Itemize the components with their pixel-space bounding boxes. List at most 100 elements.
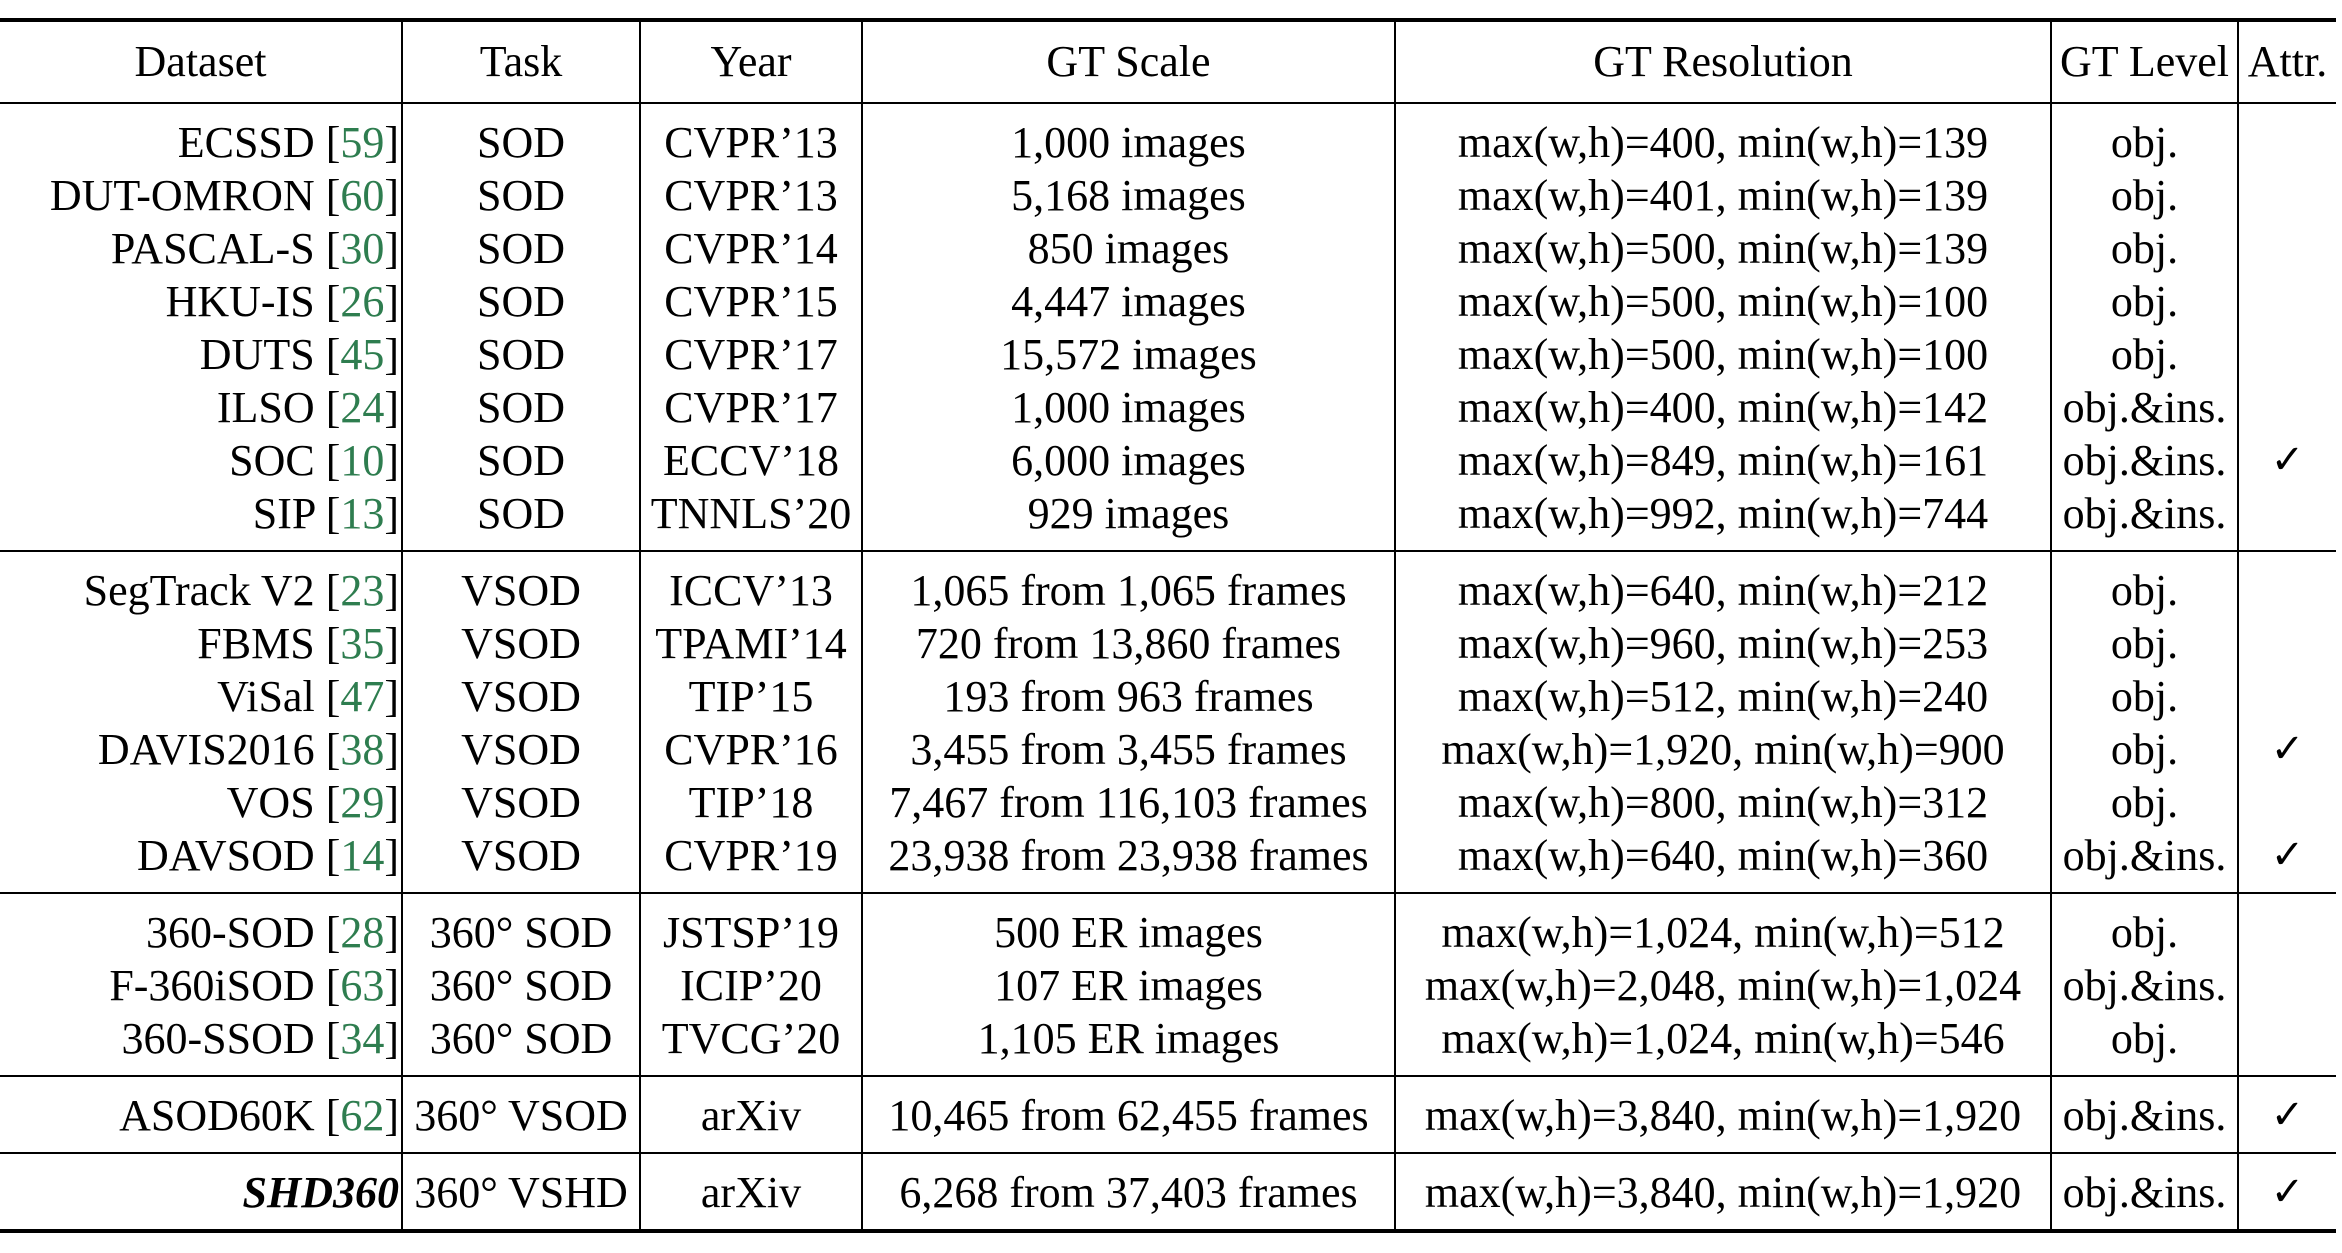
dataset-name: PASCAL-S: [110, 224, 315, 273]
cell-year: JSTSP’19: [639, 893, 862, 959]
cell-task: 360° SOD: [401, 959, 640, 1012]
checkmark-icon: ✓: [2237, 1076, 2336, 1153]
cell-gt-resolution: max(w,h)=3,840, min(w,h)=1,920: [1394, 1153, 2051, 1231]
cell-gt-level: obj.: [2050, 328, 2238, 381]
citation-link[interactable]: 24: [340, 383, 385, 432]
citation-link[interactable]: 47: [340, 672, 385, 721]
cell-year: TPAMI’14: [639, 617, 862, 670]
cell-year: TNNLS’20: [639, 487, 862, 551]
cell-gt-resolution: max(w,h)=1,024, min(w,h)=546: [1394, 1012, 2051, 1076]
citation-link[interactable]: 35: [340, 619, 385, 668]
dataset-name: ECSSD: [177, 118, 315, 167]
citation-link[interactable]: 59: [340, 118, 385, 167]
dataset-name: FBMS: [197, 619, 315, 668]
cell-task: SOD: [401, 222, 640, 275]
cell-task: SOD: [401, 487, 640, 551]
cell-task: SOD: [401, 275, 640, 328]
table-row: DAVSOD [14] VSOD CVPR’19 23,938 from 23,938…: [0, 829, 2336, 893]
cell-gt-level: obj.: [2050, 670, 2238, 723]
cell-task: 360° VSOD: [401, 1076, 640, 1153]
cell-gt-scale: 5,168 images: [861, 169, 1395, 222]
cell-gt-level: obj.&ins.: [2050, 434, 2238, 487]
citation-link[interactable]: 29: [340, 778, 385, 827]
header-dataset: Dataset: [134, 37, 267, 86]
cell-dataset: VOS [29]: [226, 778, 399, 827]
cell-dataset: ViSal [47]: [217, 672, 399, 721]
cell-gt-scale: 107 ER images: [861, 959, 1395, 1012]
cell-gt-resolution: max(w,h)=800, min(w,h)=312: [1394, 776, 2051, 829]
cell-gt-scale: 10,465 from 62,455 frames: [861, 1076, 1395, 1153]
cell-gt-level: obj.: [2050, 222, 2238, 275]
cell-gt-resolution: max(w,h)=3,840, min(w,h)=1,920: [1394, 1076, 2051, 1153]
dataset-name: ILSO: [216, 383, 315, 432]
cell-gt-scale: 720 from 13,860 frames: [861, 617, 1395, 670]
cell-gt-resolution: max(w,h)=640, min(w,h)=360: [1394, 829, 2051, 893]
cell-attr: [2237, 328, 2336, 381]
cell-gt-level: obj.: [2050, 723, 2238, 776]
cell-year: CVPR’13: [639, 103, 862, 169]
cell-dataset: SegTrack V2 [23]: [83, 566, 399, 615]
cell-year: TIP’15: [639, 670, 862, 723]
dataset-name: DAVSOD: [137, 831, 315, 880]
header-gt-scale: GT Scale: [861, 20, 1395, 103]
table-row: 360-SSOD [34] 360° SOD TVCG’20 1,105 ER ima…: [0, 1012, 2336, 1076]
cell-gt-level: obj.&ins.: [2050, 381, 2238, 434]
header-year: Year: [639, 20, 862, 103]
cell-dataset: SHD360: [0, 1153, 402, 1231]
cell-task: 360° SOD: [401, 1012, 640, 1076]
citation-link[interactable]: 62: [340, 1091, 385, 1140]
citation-link[interactable]: 60: [340, 171, 385, 220]
cell-year: TIP’18: [639, 776, 862, 829]
citation-link[interactable]: 10: [340, 436, 385, 485]
citation-link[interactable]: 13: [340, 489, 385, 538]
cell-dataset: FBMS [35]: [197, 619, 399, 668]
cell-task: SOD: [401, 434, 640, 487]
table-row: ViSal [47] VSOD TIP’15 193 from 963 frames m…: [0, 670, 2336, 723]
dataset-name: DUTS: [199, 330, 315, 379]
dataset-name: SegTrack V2: [83, 566, 315, 615]
cell-gt-scale: 1,105 ER images: [861, 1012, 1395, 1076]
cell-dataset: PASCAL-S [30]: [110, 224, 399, 273]
cell-gt-resolution: max(w,h)=500, min(w,h)=100: [1394, 328, 2051, 381]
dataset-name: ViSal: [217, 672, 315, 721]
cell-gt-level: obj.: [2050, 1012, 2238, 1076]
cell-dataset: 360-SSOD [34]: [121, 1014, 399, 1063]
cell-gt-scale: 4,447 images: [861, 275, 1395, 328]
cell-dataset: DUTS [45]: [199, 330, 399, 379]
cell-task: VSOD: [401, 670, 640, 723]
cell-gt-resolution: max(w,h)=400, min(w,h)=139: [1394, 103, 2051, 169]
cell-gt-scale: 929 images: [861, 487, 1395, 551]
cell-gt-scale: 193 from 963 frames: [861, 670, 1395, 723]
cell-dataset: 360-SOD [28]: [146, 908, 399, 957]
cell-gt-scale: 3,455 from 3,455 frames: [861, 723, 1395, 776]
citation-link[interactable]: 34: [340, 1014, 385, 1063]
cell-gt-resolution: max(w,h)=500, min(w,h)=139: [1394, 222, 2051, 275]
checkmark-icon: ✓: [2237, 723, 2336, 776]
citation-link[interactable]: 26: [340, 277, 385, 326]
cell-dataset: DAVSOD [14]: [137, 831, 399, 880]
table-row: VOS [29] VSOD TIP’18 7,467 from 116,103 fra…: [0, 776, 2336, 829]
table-row: FBMS [35] VSOD TPAMI’14 720 from 13,860 fra…: [0, 617, 2336, 670]
citation-link[interactable]: 28: [340, 908, 385, 957]
checkmark-icon: ✓: [2237, 1153, 2336, 1231]
cell-attr: [2237, 275, 2336, 328]
header-gt-level: GT Level: [2050, 20, 2238, 103]
cell-year: ICIP’20: [639, 959, 862, 1012]
cell-year: CVPR’17: [639, 328, 862, 381]
cell-attr: [2237, 1012, 2336, 1076]
citation-link[interactable]: 14: [340, 831, 385, 880]
citation-link[interactable]: 63: [340, 961, 385, 1010]
cell-gt-level: obj.&ins.: [2050, 1076, 2238, 1153]
citation-link[interactable]: 38: [340, 725, 385, 774]
citation-link[interactable]: 23: [340, 566, 385, 615]
citation-link[interactable]: 45: [340, 330, 385, 379]
cell-year: CVPR’13: [639, 169, 862, 222]
cell-attr: [2237, 670, 2336, 723]
citation-link[interactable]: 30: [340, 224, 385, 273]
cell-gt-resolution: max(w,h)=1,920, min(w,h)=900: [1394, 723, 2051, 776]
table-row: PASCAL-S [30] SOD CVPR’14 850 images max(w,h…: [0, 222, 2336, 275]
table-row: HKU-IS [26] SOD CVPR’15 4,447 images max(w,h…: [0, 275, 2336, 328]
cell-dataset: HKU-IS [26]: [165, 277, 399, 326]
cell-gt-scale: 850 images: [861, 222, 1395, 275]
